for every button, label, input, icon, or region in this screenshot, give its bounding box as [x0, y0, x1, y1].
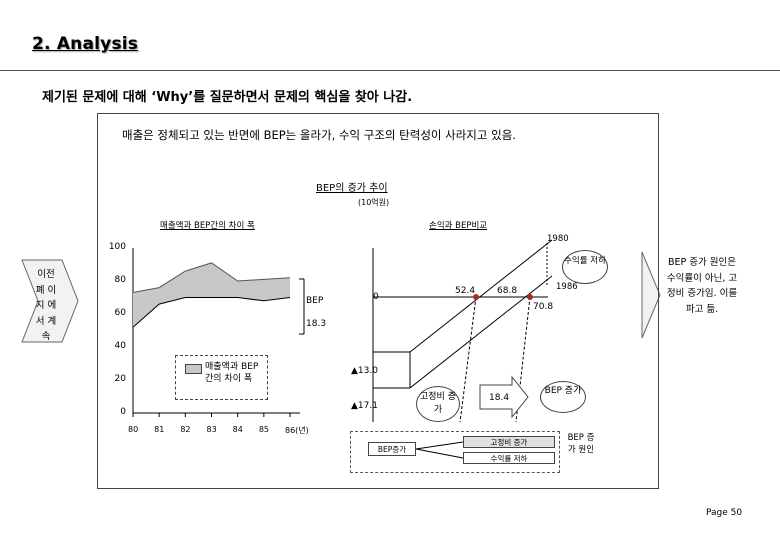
bep-point-1980: [473, 294, 479, 300]
value-68-8: 68.8: [497, 286, 518, 296]
bep-cause-label: BEP 증가 원인: [567, 433, 595, 455]
line-1980: [409, 239, 553, 353]
chart-unit: (10억원): [358, 198, 390, 207]
right-chart-title: 손익과 BEP비교: [429, 221, 488, 231]
profit-drop-node: 수익률 저하: [463, 452, 555, 464]
y-tick-label: 0: [120, 407, 126, 417]
continued-note: 이전 폐 이지 에서 계속: [35, 269, 57, 342]
title-divider: [0, 70, 780, 71]
left-chart-title: 매출액과 BEP간의 차이 폭: [160, 221, 255, 231]
x-tick-label: 80: [128, 425, 139, 434]
value-70-8: 70.8: [533, 302, 554, 312]
delta-1: ▲13.0: [351, 366, 378, 376]
value-52-4: 52.4: [455, 286, 476, 296]
profit-callout: 수익률 저하: [562, 250, 608, 284]
sales-line: [132, 262, 291, 294]
x-tick-label: 81: [154, 425, 165, 434]
bep-label: BEP: [306, 296, 324, 306]
left-continue-arrow: [21, 259, 79, 343]
delta-2: ▲17.1: [351, 401, 378, 411]
drop-1: [459, 296, 477, 423]
drop-2: [515, 296, 531, 423]
fixed-cost-node: 고정비 증가: [463, 436, 555, 448]
bottom-flow-box: [350, 431, 560, 473]
x-tick-label: 86(년): [285, 426, 309, 435]
x-tick-label: 85: [258, 425, 270, 434]
legend-swatch: [185, 364, 202, 374]
arrow-value: 18.4: [489, 393, 510, 403]
y-tick-label: 40: [114, 341, 126, 351]
page-number: Page 50: [706, 508, 743, 518]
right-arrow: [641, 251, 661, 339]
zero-label: 0: [373, 292, 379, 302]
page-title: 2. Analysis: [32, 34, 139, 54]
year-1980: 1980: [547, 234, 569, 244]
gap-value: 18.3: [306, 319, 327, 329]
bep-increase-node: BEP증가: [368, 442, 416, 456]
y-tick-label: 100: [108, 242, 126, 252]
fixed-cost-callout: 고정비 증가: [416, 386, 460, 422]
bep-point-1986: [527, 294, 533, 300]
x-tick-label: 83: [206, 425, 217, 434]
legend-text: 매출액과 BEP 간의 차이 폭: [205, 362, 259, 384]
intro-text: 매출은 정체되고 있는 반면에 BEP는 올라가, 수익 구조의 탄력성이 사라…: [122, 128, 516, 142]
left-chart-axes: [132, 248, 300, 414]
increase-arrow: [479, 375, 529, 419]
bep-increase-callout: BEP 증가: [540, 381, 586, 413]
x-tick-label: 84: [232, 425, 243, 434]
y-tick-label: 20: [114, 374, 126, 384]
page-subtitle: 제기된 문제에 대해 ‘Why’를 질문하면서 문제의 핵심을 찾아 나감.: [42, 90, 413, 105]
cause-note: BEP 증가 원인은 수익률이 아닌, 고정비 증가임. 이를 파고 듦.: [666, 257, 738, 315]
chart-title: BEP의 증가 추이: [316, 183, 388, 194]
bep-line: [132, 297, 291, 328]
y-tick-label: 60: [114, 308, 126, 318]
analysis-box: [97, 113, 659, 489]
x-tick-label: 82: [180, 425, 191, 434]
gap-area: [133, 262, 290, 328]
y-tick-label: 80: [114, 275, 126, 285]
legend-box: [175, 355, 268, 400]
year-1986: 1986: [556, 282, 578, 292]
